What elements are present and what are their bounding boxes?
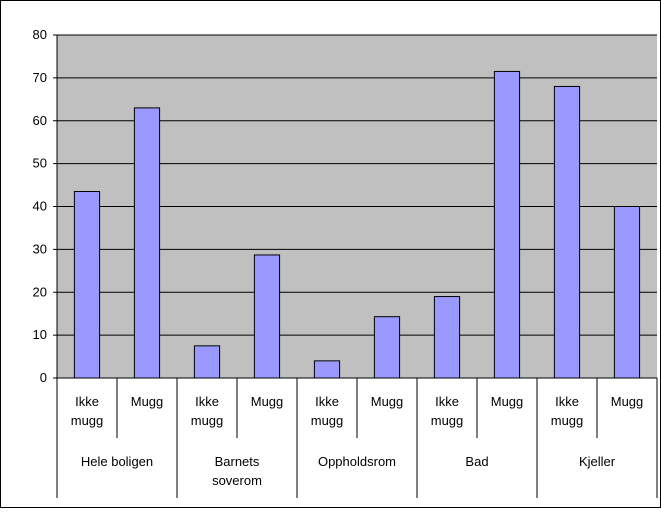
category-label: Mugg (131, 394, 164, 409)
bar (253, 254, 281, 379)
bar (133, 107, 161, 379)
category-label: Mugg (611, 394, 644, 409)
category-label: Ikke mugg (311, 394, 344, 428)
bar (613, 206, 641, 379)
bar (493, 70, 521, 379)
y-tick-label: 10 (33, 327, 47, 342)
group-label: Kjeller (579, 454, 616, 469)
group-label: Barnets soverom (212, 454, 262, 488)
category-label: Ikke mugg (551, 394, 584, 428)
group-label: Bad (465, 454, 488, 469)
bar (193, 345, 221, 379)
bar (313, 360, 341, 379)
y-tick-label: 30 (33, 241, 47, 256)
y-tick-label: 40 (33, 199, 47, 214)
y-tick-label: 70 (33, 70, 47, 85)
axes (53, 34, 658, 498)
y-tick-label: 50 (33, 156, 47, 171)
group-label: Hele boligen (81, 454, 153, 469)
group-label: Oppholdsrom (318, 454, 396, 469)
bar (553, 85, 581, 379)
category-label: Ikke mugg (191, 394, 224, 428)
y-tick-labels: 0 10 20 30 40 50 60 70 80 (33, 27, 47, 385)
y-tick-label: 60 (33, 113, 47, 128)
category-label: Mugg (371, 394, 404, 409)
category-label: Mugg (251, 394, 284, 409)
y-tick-label: 0 (40, 370, 47, 385)
bar (373, 316, 401, 379)
category-label: Mugg (491, 394, 524, 409)
bar (433, 296, 461, 379)
category-label: Ikke mugg (71, 394, 104, 428)
y-tick-label: 80 (33, 27, 47, 42)
bar (73, 190, 101, 379)
category-label: Ikke mugg (431, 394, 464, 428)
bars (73, 70, 641, 379)
y-tick-label: 20 (33, 284, 47, 299)
x-category-labels: Ikke mugg Mugg Ikke mugg Mugg Ikke mugg Mugg Ikke… (71, 394, 644, 488)
